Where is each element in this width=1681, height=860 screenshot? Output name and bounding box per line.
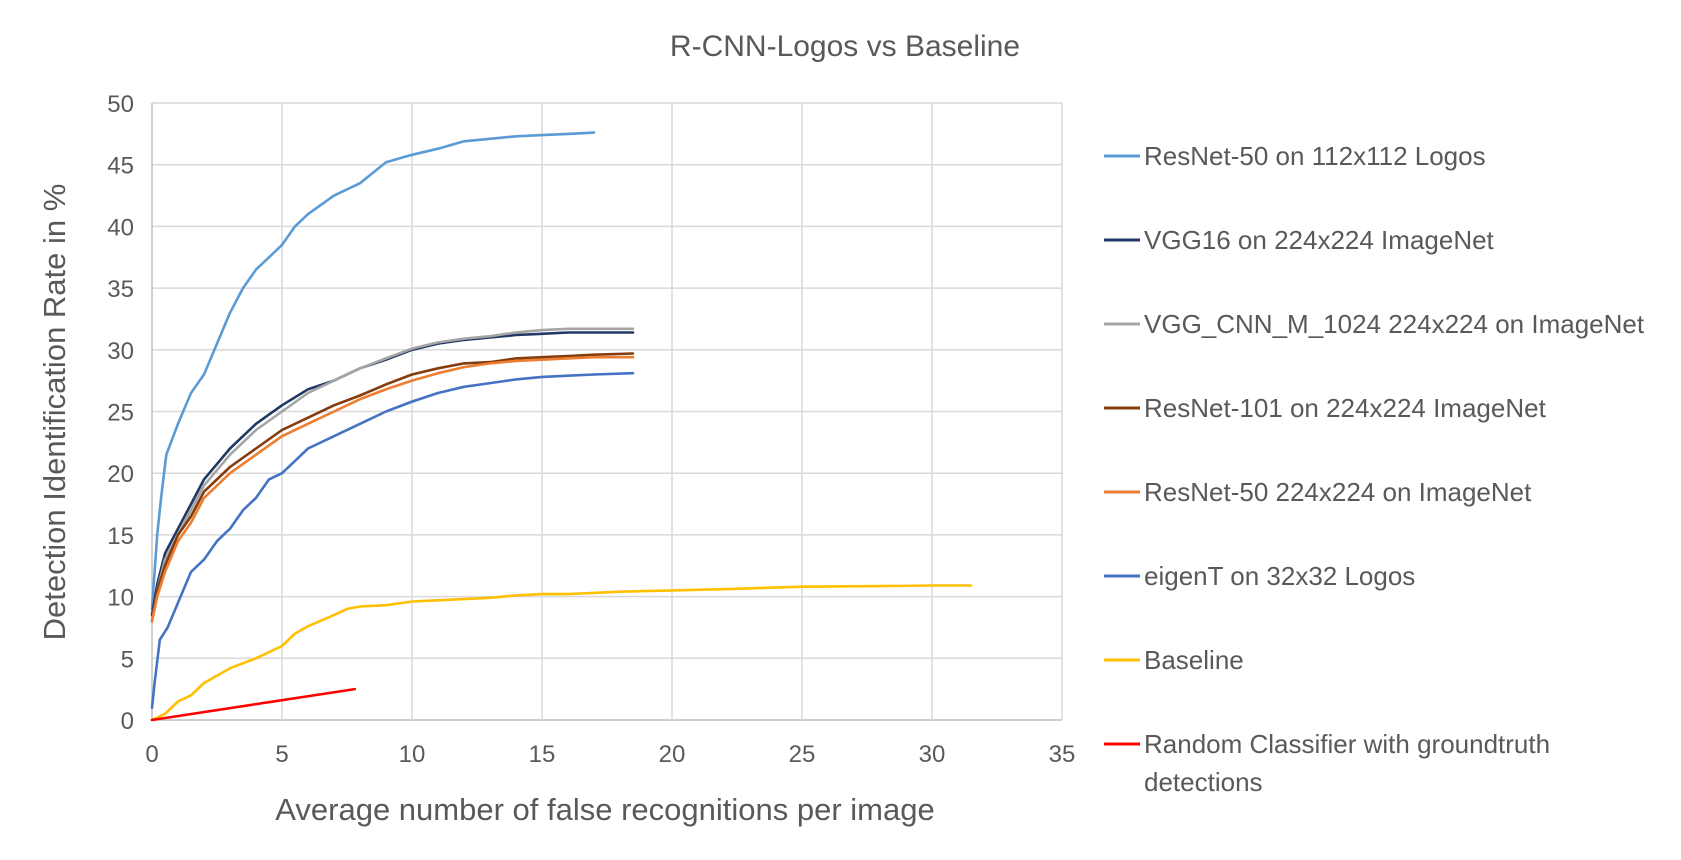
- y-tick-label: 50: [107, 91, 134, 118]
- x-tick-labels: 0 5 10 15 20 25 30 35: [145, 741, 1075, 768]
- y-axis-label: Detection Identification Rate in %: [37, 184, 72, 641]
- x-tick-label: 25: [789, 741, 816, 768]
- grid-lines: [151, 102, 1063, 721]
- series-line-8: [150, 687, 357, 722]
- y-tick-label: 35: [107, 276, 134, 303]
- y-tick-label: 30: [107, 338, 134, 365]
- x-tick-label: 35: [1049, 741, 1076, 768]
- x-tick-label: 15: [529, 741, 556, 768]
- legend-label: Baseline: [1144, 645, 1244, 675]
- x-tick-label: 0: [145, 741, 158, 768]
- y-tick-label: 40: [107, 214, 134, 241]
- series-line-7: [150, 584, 973, 722]
- x-tick-label: 30: [919, 741, 946, 768]
- series-line-3: [150, 327, 635, 623]
- legend-label: VGG_CNN_M_1024 224x224 on ImageNet: [1144, 309, 1645, 339]
- x-tick-label: 20: [659, 741, 686, 768]
- y-tick-label: 5: [121, 646, 134, 673]
- legend-label: ResNet-50 on 112x112 Logos: [1144, 141, 1486, 171]
- x-tick-label: 10: [399, 741, 426, 768]
- chart-title: R-CNN-Logos vs Baseline: [670, 30, 1020, 63]
- legend-label: Random Classifier with groundtruth detect…: [1144, 729, 1550, 797]
- series-line-5: [150, 355, 635, 623]
- x-tick-label: 5: [275, 741, 288, 768]
- legend-label: ResNet-50 224x224 on ImageNet: [1144, 477, 1532, 507]
- series-line-1: [150, 131, 596, 611]
- series-line-6: [150, 371, 635, 710]
- y-tick-label: 15: [107, 523, 134, 550]
- x-axis-label: Average number of false recognitions per…: [275, 792, 934, 827]
- y-tick-labels: 0 5 10 15 20 25 30 35 40 45 50: [107, 91, 134, 735]
- series-line-4: [150, 352, 635, 623]
- y-tick-label: 10: [107, 585, 134, 612]
- y-tick-label: 0: [121, 708, 134, 735]
- y-tick-label: 20: [107, 461, 134, 488]
- legend-label: ResNet-101 on 224x224 ImageNet: [1144, 393, 1547, 423]
- y-tick-label: 25: [107, 400, 134, 427]
- series-lines: [150, 131, 973, 722]
- legend: ResNet-50 on 112x112 Logos VGG16 on 224x2…: [1104, 141, 1645, 797]
- legend-label: VGG16 on 224x224 ImageNet: [1144, 225, 1495, 255]
- legend-label: eigenT on 32x32 Logos: [1144, 561, 1415, 591]
- y-tick-label: 45: [107, 153, 134, 180]
